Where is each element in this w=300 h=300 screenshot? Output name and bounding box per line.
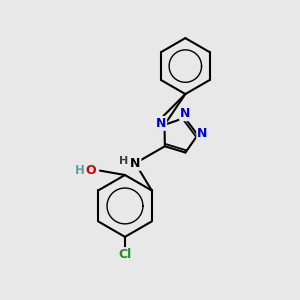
Text: N: N [197,127,208,140]
Text: H: H [119,156,129,166]
Text: O: O [85,164,96,177]
Text: H: H [74,164,84,177]
Text: N: N [156,117,166,130]
Text: N: N [180,107,190,120]
Text: N: N [130,157,140,170]
Text: Cl: Cl [118,248,132,261]
